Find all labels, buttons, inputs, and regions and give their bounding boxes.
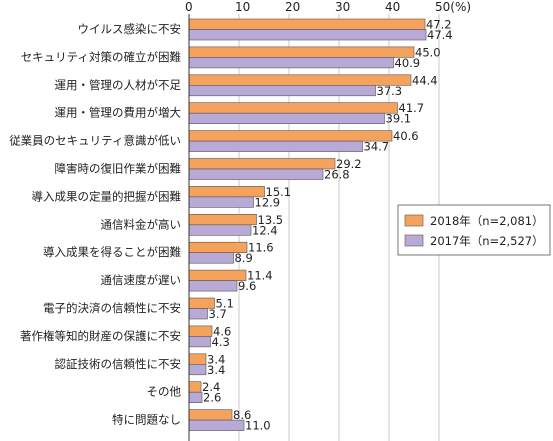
- value-label-2017: 3.7: [209, 307, 227, 321]
- category-label: 導入成果の定量的把握が困難: [32, 189, 182, 203]
- bar-2017: [188, 224, 252, 236]
- category-label: 通信速度が遅い: [101, 273, 182, 287]
- value-label-2017: 40.9: [395, 56, 421, 70]
- category-label: 従業員のセキュリティ意識が低い: [9, 134, 181, 148]
- bar-2018: [188, 409, 233, 421]
- value-label-2018: 13.5: [258, 213, 284, 227]
- bar-2018: [188, 102, 398, 114]
- category-label: 障害時の復旧作業が困難: [55, 162, 182, 176]
- value-label-2017: 12.4: [252, 223, 278, 237]
- value-label-2017: 37.3: [377, 84, 403, 98]
- legend-box: [397, 204, 551, 256]
- bar-2017: [188, 308, 208, 320]
- category-label: 導入成果を得ることが困難: [43, 245, 181, 259]
- bars: [188, 18, 427, 431]
- value-label-2018: 11.4: [247, 269, 273, 283]
- legend-swatch-2018: [404, 214, 424, 227]
- bar-2017: [188, 196, 254, 208]
- bar-2017: [188, 363, 207, 376]
- bar-2017: [188, 336, 211, 348]
- value-label-2018: 15.1: [266, 185, 292, 199]
- value-label-2018: 2.4: [202, 380, 220, 394]
- bar-2018: [188, 130, 393, 142]
- value-label-2017: 26.8: [324, 168, 350, 182]
- value-label-2017: 47.4: [427, 28, 453, 42]
- category-label: セキュリティ対策の確立が困難: [21, 50, 181, 64]
- value-label-2018: 41.7: [399, 101, 425, 115]
- bar-2017: [188, 252, 234, 264]
- bar-2017: [188, 29, 427, 41]
- bar-2018: [188, 353, 207, 365]
- category-label: 運用・管理の人材が不足: [55, 78, 182, 92]
- bar-2018: [188, 381, 202, 393]
- category-label: その他: [147, 385, 182, 399]
- bar-2017: [188, 168, 324, 180]
- bar-2018: [188, 214, 257, 226]
- value-label-2017: 34.7: [364, 140, 390, 154]
- value-label-2018: 4.6: [213, 324, 231, 338]
- legend-label-2017: 2017年（n=2,527）: [430, 234, 544, 248]
- value-label-2018: 40.6: [393, 129, 419, 143]
- value-label-2018: 8.6: [233, 408, 251, 422]
- bar-2018: [188, 186, 265, 198]
- x-tick-labels: 0 10 20 30 40 50(%): [185, 0, 471, 14]
- value-label-2018: 45.0: [415, 45, 441, 59]
- x-tick-label: 10: [235, 0, 250, 14]
- category-label: 運用・管理の費用が増大: [55, 106, 182, 120]
- bar-2018: [188, 46, 415, 58]
- category-label: 電子的決済の信頼性に不安: [43, 301, 181, 315]
- legend-swatch-2017: [404, 234, 424, 247]
- category-label: 認証技術の信頼性に不安: [55, 357, 182, 371]
- value-label-2017: 12.9: [255, 195, 281, 209]
- x-tick-label: 50(%): [435, 0, 471, 14]
- legend-label-2018: 2018年（n=2,081）: [430, 214, 544, 228]
- x-tick-label: 0: [185, 0, 193, 14]
- value-label-2017: 3.4: [207, 363, 225, 377]
- x-tick-label: 20: [285, 0, 300, 14]
- bar-2017: [188, 85, 376, 97]
- value-label-2017: 4.3: [212, 335, 230, 349]
- x-tick-label: 30: [335, 0, 350, 14]
- category-labels: ウイルス感染に不安セキュリティ対策の確立が困難運用・管理の人材が不足運用・管理の…: [9, 22, 181, 427]
- value-label-2017: 39.1: [386, 112, 412, 126]
- value-label-2017: 2.6: [203, 391, 221, 405]
- bar-2017: [188, 140, 363, 152]
- bar-2017: [188, 112, 385, 124]
- value-label-2018: 47.2: [426, 18, 452, 32]
- bar-2018: [188, 158, 336, 170]
- category-label: ウイルス感染に不安: [78, 22, 182, 36]
- x-tick-label: 40: [385, 0, 400, 14]
- value-label-2017: 8.9: [235, 251, 253, 265]
- bar-2018: [188, 325, 213, 337]
- value-label-2018: 11.6: [248, 241, 274, 255]
- value-label-2018: 29.2: [336, 157, 362, 171]
- bar-2018: [188, 18, 426, 30]
- bar-2017: [188, 280, 238, 292]
- value-label-2018: 5.1: [216, 297, 234, 311]
- value-label-2018: 44.4: [412, 73, 438, 87]
- bar-2017: [188, 57, 394, 69]
- value-label-2017: 11.0: [245, 419, 271, 433]
- category-label: 特に問題なし: [112, 413, 181, 427]
- category-label: 著作権等知的財産の保護に不安: [20, 329, 181, 343]
- bar-2017: [188, 391, 203, 404]
- value-label-2017: 9.6: [238, 279, 256, 293]
- value-label-2018: 3.4: [207, 352, 225, 366]
- value-labels: 47.247.4 45.040.9 44.4 37.3 41.739.1 40.634.7…: [202, 18, 453, 433]
- category-label: 通信料金が高い: [101, 217, 182, 231]
- legend: 2018年（n=2,081） 2017年（n=2,527）: [397, 204, 551, 256]
